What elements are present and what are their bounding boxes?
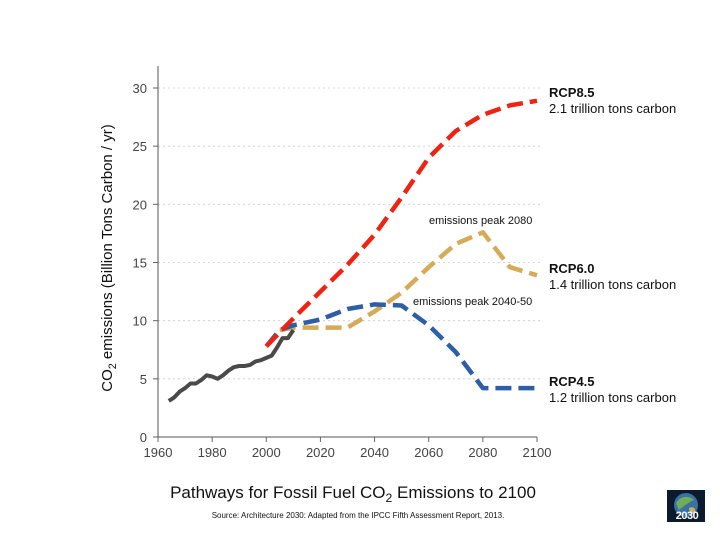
series-total-rcp45: 1.2 trillion tons carbon [549, 390, 676, 405]
annotation-rcp45-peak: emissions peak 2040-50 [413, 296, 532, 308]
x-tick-label: 2020 [306, 445, 335, 460]
x-tick-label: 2100 [523, 445, 552, 460]
x-tick-label: 1980 [198, 445, 227, 460]
logo-text: 2030 [675, 510, 699, 522]
x-tick-label: 1960 [144, 445, 173, 460]
y-tick-label: 10 [133, 314, 147, 329]
y-tick-label: 25 [133, 139, 147, 154]
y-tick-label: 5 [140, 372, 147, 387]
axes [153, 66, 538, 442]
y-tick-label: 30 [133, 81, 147, 96]
y-tick-label: 20 [133, 197, 147, 212]
series-line-rcp85 [264, 98, 538, 348]
series-total-rcp60: 1.4 trillion tons carbon [549, 277, 676, 292]
gridlines [158, 87, 543, 380]
source-note: Source: Architecture 2030: Adapted from … [212, 511, 505, 520]
y-tick-label: 0 [140, 430, 147, 445]
chart-title: Pathways for Fossil Fuel CO2 Emissions t… [170, 483, 536, 505]
series-label-rcp45: RCP4.5 [549, 374, 595, 389]
architecture-2030-logo [667, 490, 705, 522]
series-label-rcp60: RCP6.0 [549, 261, 595, 276]
series-lines [167, 98, 538, 403]
series-label-rcp85: RCP8.5 [549, 85, 595, 100]
series-line-rcp45 [264, 302, 537, 391]
series-line-rcp60 [279, 230, 538, 333]
x-tick-label: 2060 [414, 445, 443, 460]
series-line-historical [167, 328, 296, 403]
tick-labels: 0 5 10 15 20 25 30 1960 1980 2000 2020 2040 2060 2080… [133, 81, 552, 460]
x-tick-label: 2040 [360, 445, 389, 460]
y-axis-label: CO2 emissions (Billion Tons Carbon / yr) [99, 124, 119, 392]
series-total-rcp85: 2.1 trillion tons carbon [549, 101, 676, 116]
annotation-rcp60-peak: emissions peak 2080 [429, 215, 532, 227]
y-tick-label: 15 [133, 256, 147, 271]
x-tick-label: 2000 [252, 445, 281, 460]
x-tick-label: 2080 [468, 445, 497, 460]
